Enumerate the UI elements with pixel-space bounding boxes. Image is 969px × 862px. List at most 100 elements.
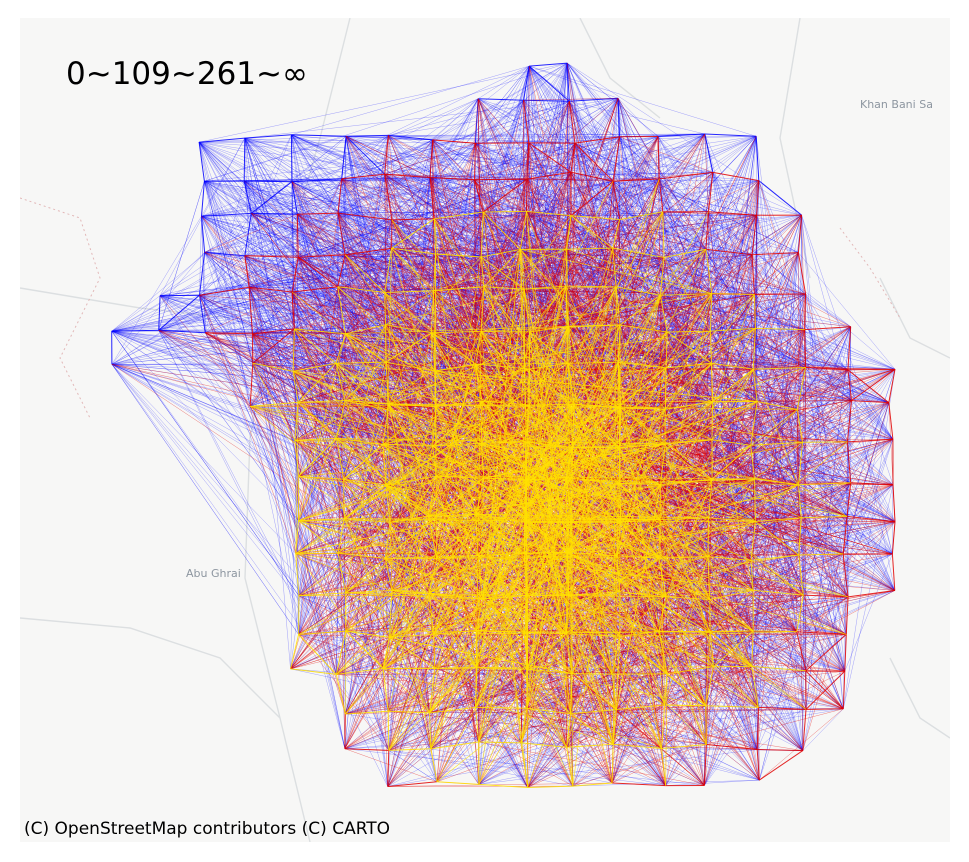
flow-line	[250, 181, 293, 214]
flow-line	[249, 328, 295, 407]
flow-line	[341, 178, 755, 295]
flow-line	[111, 331, 300, 596]
flow-line	[298, 445, 433, 635]
basemap-roads	[20, 18, 950, 842]
flow-line	[384, 135, 389, 175]
flow-line	[528, 142, 572, 173]
flow-line	[804, 293, 807, 330]
flow-line	[751, 215, 758, 255]
flow-line	[658, 211, 664, 559]
flow-line	[388, 750, 438, 783]
flow-line	[574, 142, 799, 253]
flow-line	[659, 178, 851, 327]
flow-line	[158, 330, 295, 441]
flow-line	[111, 364, 296, 554]
flow-line	[659, 178, 852, 401]
flow-line	[290, 590, 393, 670]
flow-line	[244, 137, 613, 249]
flow-line	[567, 62, 757, 216]
flow-line	[252, 333, 346, 749]
flow-line	[574, 142, 798, 410]
flow-line	[526, 211, 849, 598]
flow-line	[802, 442, 807, 710]
flow-line	[665, 367, 896, 522]
flow-line	[802, 369, 849, 443]
flow-line	[345, 135, 848, 443]
flow-line	[708, 211, 805, 330]
flow-line	[805, 367, 848, 371]
flow-line	[204, 181, 299, 403]
flow-line	[291, 178, 342, 183]
flow-line	[388, 750, 705, 786]
flow-line	[523, 66, 530, 101]
flow-line	[111, 330, 299, 403]
flow-line	[244, 138, 291, 669]
flow-line	[569, 97, 619, 102]
flow-line	[611, 666, 752, 784]
flow-line	[570, 180, 614, 216]
flow-line	[385, 211, 484, 363]
flow-line	[244, 180, 392, 249]
flow-line	[847, 369, 890, 403]
flow-line	[336, 522, 391, 675]
flow-line	[204, 181, 294, 372]
flow-line	[384, 173, 527, 212]
flow-line	[244, 137, 293, 182]
flow-line	[111, 364, 389, 712]
flow-line	[574, 136, 620, 144]
flow-line	[847, 368, 896, 371]
flow-line	[248, 287, 253, 334]
flow-line	[755, 136, 760, 181]
flow-line	[244, 101, 570, 256]
flow-line	[388, 135, 754, 370]
flow-line	[526, 211, 706, 250]
flow-line	[391, 178, 528, 249]
flow-line	[429, 181, 614, 713]
flow-line	[244, 137, 665, 258]
flow-line	[345, 134, 389, 137]
flow-line	[201, 142, 529, 217]
flow-line	[574, 142, 799, 253]
flow-line	[160, 180, 614, 296]
flow-line	[249, 406, 299, 635]
map-canvas[interactable]: Khan Bani Sa Abu Ghrai 0~109~261~∞ (C) O…	[20, 18, 950, 842]
flow-line	[252, 324, 386, 335]
flow-line	[298, 213, 339, 477]
flow-line	[430, 177, 475, 181]
flow-line	[201, 216, 346, 749]
flow-line	[758, 215, 802, 708]
flow-line	[707, 441, 848, 557]
flow-line	[430, 748, 613, 784]
flow-line	[290, 402, 299, 669]
flow-line	[436, 558, 571, 715]
flow-line	[567, 326, 709, 519]
flow-line	[847, 326, 852, 370]
flow-line	[805, 708, 844, 710]
flow-line	[111, 142, 529, 365]
flow-line	[244, 172, 572, 182]
flow-line	[344, 62, 568, 401]
flow-line	[244, 180, 292, 183]
flow-line	[251, 213, 299, 258]
flow-line	[388, 135, 527, 212]
flow-line	[567, 62, 802, 216]
flow-line	[158, 181, 205, 331]
flow-line	[529, 65, 894, 440]
flow-line	[249, 406, 384, 669]
flow-line	[291, 134, 347, 137]
flow-line	[291, 181, 298, 215]
flow-line	[758, 180, 802, 216]
flow-line	[613, 180, 757, 216]
flow-line	[474, 179, 484, 213]
flow-line	[705, 632, 711, 706]
flow-line	[111, 286, 338, 332]
flow-line	[297, 213, 521, 250]
flow-line	[204, 142, 575, 253]
flow-line	[664, 249, 707, 445]
flow-line	[658, 133, 705, 137]
flow-line	[805, 367, 896, 522]
flow-line	[205, 332, 337, 439]
flow-line	[291, 291, 295, 329]
flow-line	[338, 552, 568, 554]
flow-line	[201, 212, 252, 217]
